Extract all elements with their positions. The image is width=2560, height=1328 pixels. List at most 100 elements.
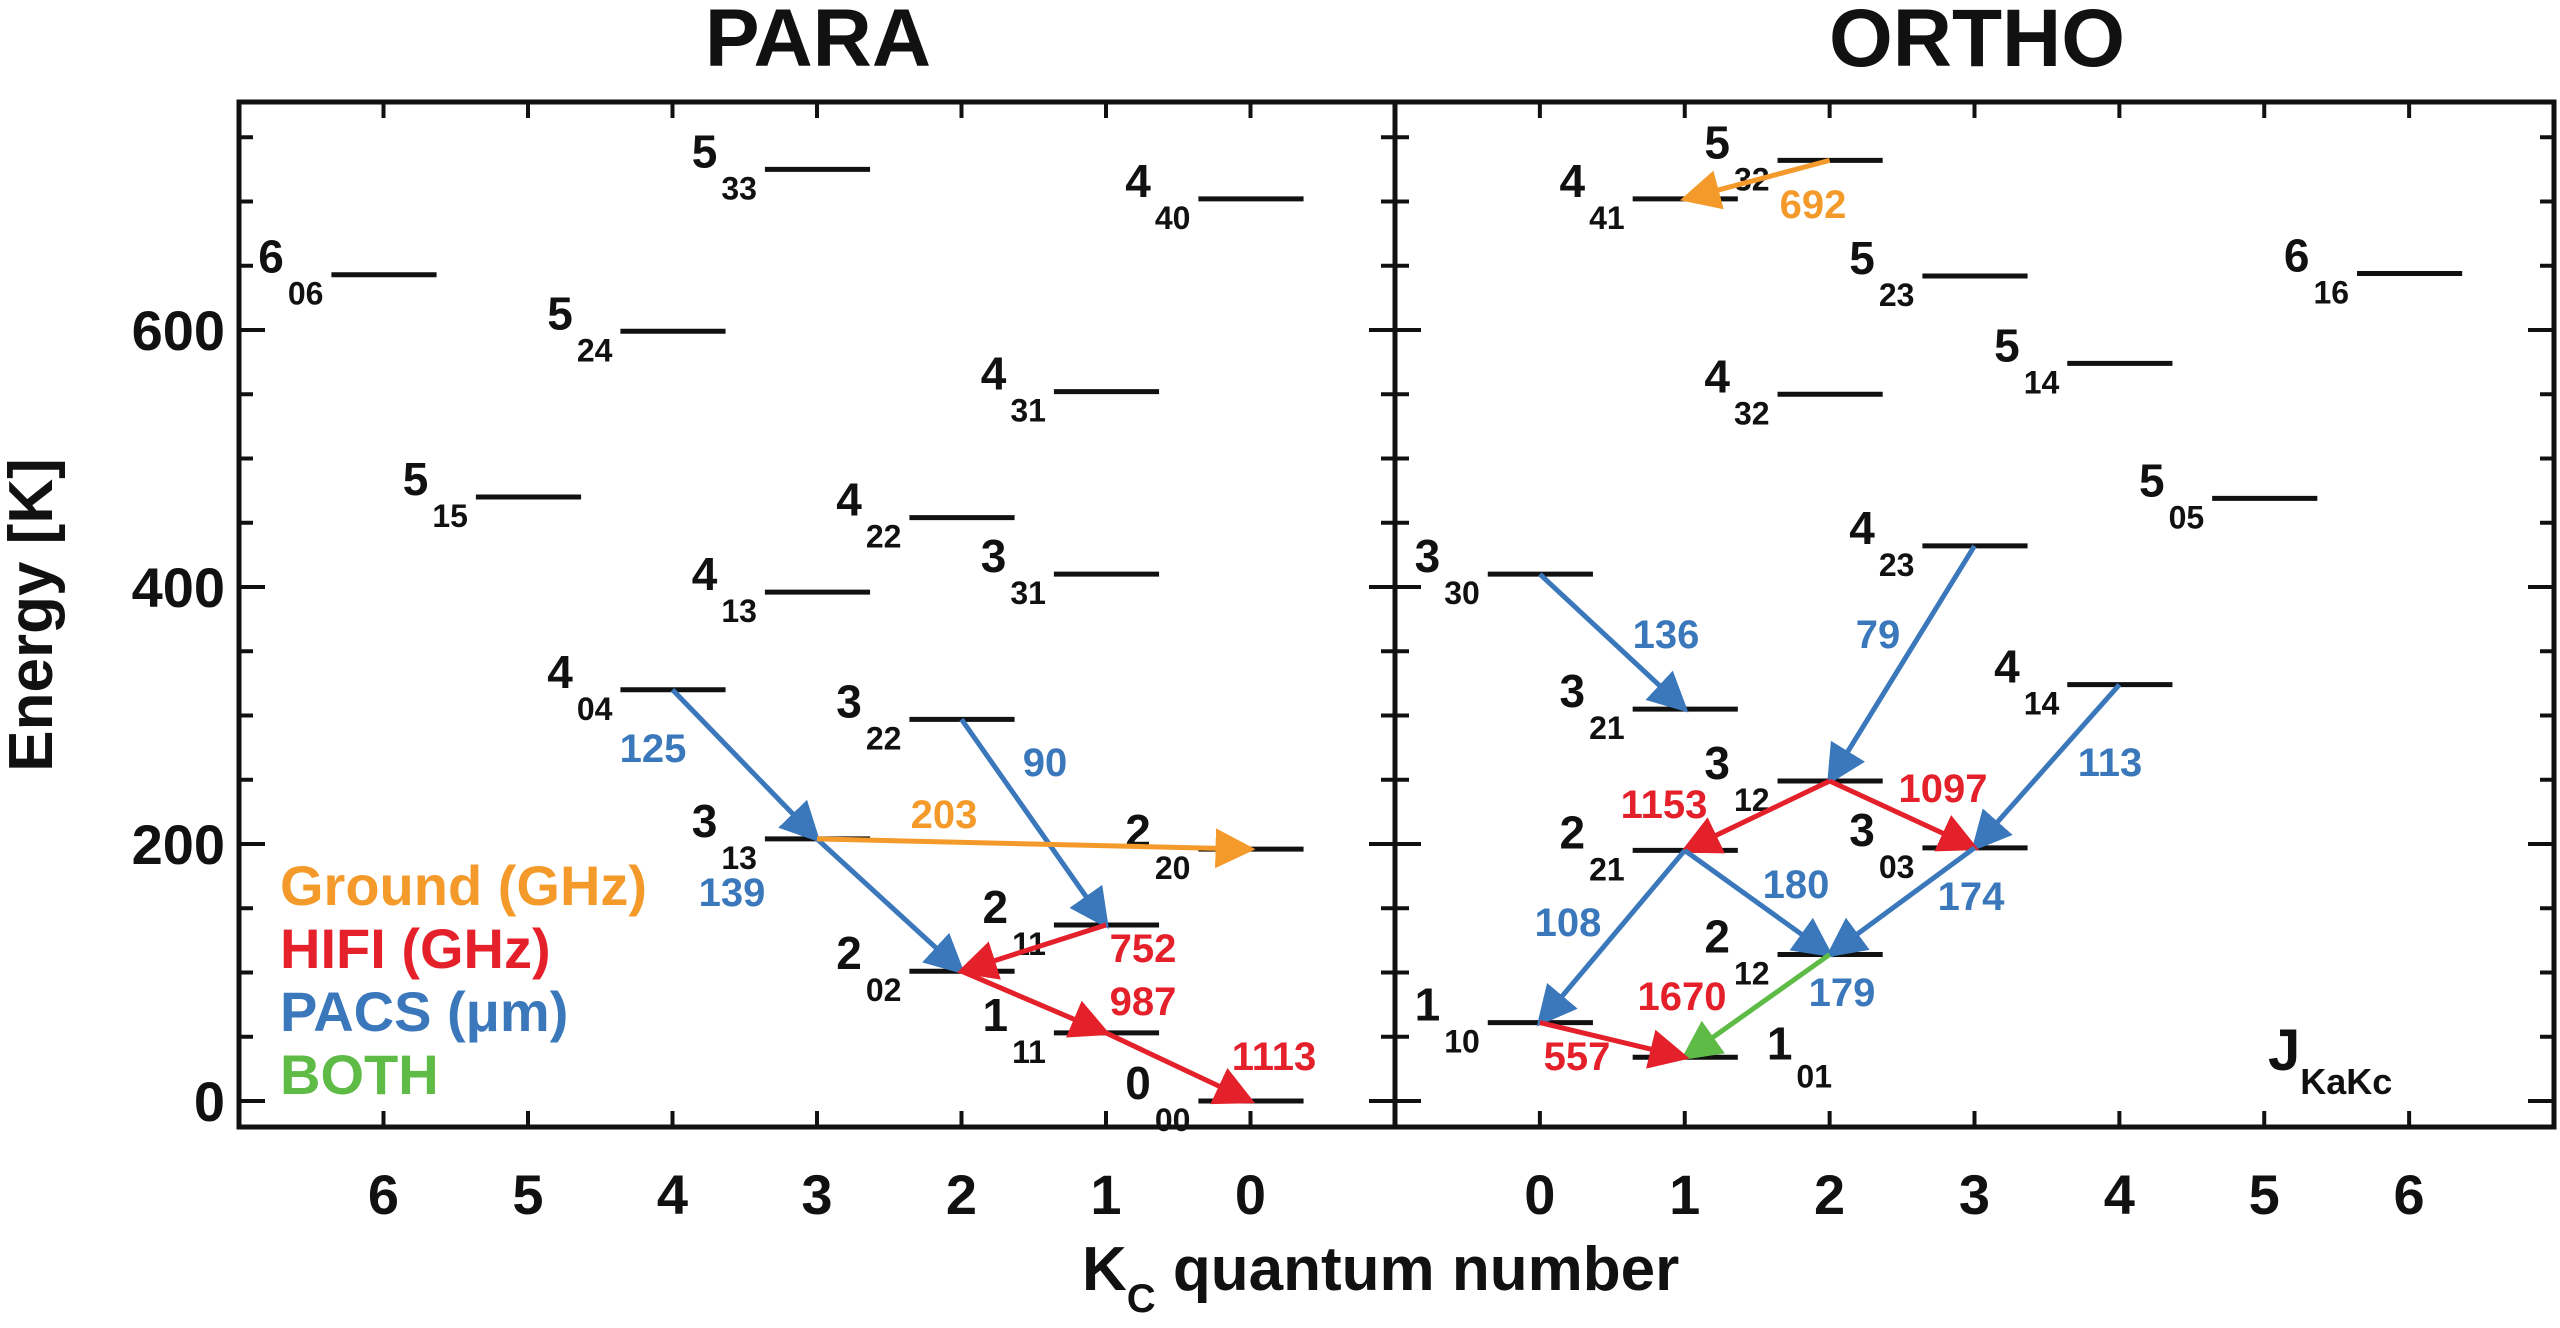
x-tick-label: 1 <box>1669 1163 1700 1226</box>
transition-arrow <box>956 922 1107 980</box>
energy-level: 523 <box>1849 232 2028 313</box>
transition-label: 79 <box>1856 613 1901 657</box>
transition-label: 179 <box>1809 971 1876 1015</box>
x-tick-label: 3 <box>801 1163 832 1226</box>
transition-arrow <box>1538 572 1689 713</box>
energy-level: 524 <box>547 287 726 368</box>
level-label: 321 <box>1559 665 1624 746</box>
level-label: 221 <box>1559 806 1624 887</box>
level-label-sub: 13 <box>721 593 757 629</box>
level-label-j: 4 <box>836 474 862 526</box>
energy-level: 606 <box>258 231 437 312</box>
energy-level: 533 <box>692 125 871 206</box>
level-label-j: 1 <box>982 989 1008 1041</box>
x-tick-label: 4 <box>657 1163 688 1226</box>
level-label-sub: 11 <box>1012 1034 1046 1070</box>
transition-label: 1097 <box>1899 767 1988 811</box>
energy-level: 404 <box>547 646 726 727</box>
level-label-sub: 01 <box>1796 1058 1832 1094</box>
transition-label: 203 <box>911 793 978 837</box>
level-label: 616 <box>2284 229 2349 310</box>
level-label-j: 4 <box>981 348 1007 400</box>
level-label-sub: 06 <box>288 276 324 312</box>
transition-arrow <box>670 688 821 843</box>
level-label-j: 3 <box>1415 530 1441 582</box>
transition-arrow <box>1827 544 1977 786</box>
level-label-j: 3 <box>981 530 1007 582</box>
level-label-j: 5 <box>1994 319 2020 371</box>
level-label: 524 <box>547 287 612 368</box>
level-label-j: 5 <box>1849 232 1875 284</box>
energy-level: 110 <box>1415 979 1593 1060</box>
level-label-j: 5 <box>2139 454 2165 506</box>
x-tick-label: 0 <box>1524 1163 1555 1226</box>
transition-label: 136 <box>1633 613 1700 657</box>
level-label-j: 2 <box>982 881 1008 933</box>
level-label: 440 <box>1125 155 1190 236</box>
energy-level: 616 <box>2284 229 2463 310</box>
transition-arrow <box>1679 157 1831 210</box>
level-label-sub: 41 <box>1589 200 1625 236</box>
level-label: 423 <box>1849 502 1914 583</box>
energy-level: 422 <box>836 474 1015 555</box>
notation-label: JKaKc <box>2268 1018 2392 1102</box>
level-label-j: 6 <box>258 231 284 283</box>
level-label-sub: 05 <box>2169 499 2205 535</box>
transition-arrow <box>959 717 1109 930</box>
level-label: 523 <box>1849 232 1914 313</box>
level-label: 312 <box>1704 737 1769 818</box>
para-title: PARA <box>705 0 931 84</box>
energy-level: 432 <box>1704 350 1883 431</box>
notation-main: J <box>2268 1018 2300 1083</box>
level-label-sub: 21 <box>1589 710 1625 746</box>
x-tick-label: 6 <box>2394 1163 2425 1226</box>
ortho-title: ORTHO <box>1829 0 2125 84</box>
level-label-j: 3 <box>1704 737 1730 789</box>
level-label: 303 <box>1849 804 1914 885</box>
level-label-sub: 21 <box>1589 851 1625 887</box>
level-label-sub: 02 <box>866 972 902 1008</box>
y-axis-title: Energy [K] <box>0 458 66 771</box>
level-label-sub: 22 <box>866 720 902 756</box>
energy-level: 331 <box>981 530 1160 611</box>
level-label: 515 <box>403 453 468 534</box>
transition-arrow <box>1971 683 2122 852</box>
legend-item-hifi: HIFI (GHz) <box>280 917 551 980</box>
level-label-sub: 22 <box>866 519 902 555</box>
level-label: 211 <box>982 881 1045 962</box>
level-label-sub: 20 <box>1155 850 1191 886</box>
transition-label: 108 <box>1535 901 1602 945</box>
x-axis-title-sub: C <box>1127 1277 1156 1321</box>
transition-label: 1113 <box>1232 1035 1317 1079</box>
transition-label: 752 <box>1110 927 1177 971</box>
x-tick-label: 4 <box>2104 1163 2135 1226</box>
level-label-j: 2 <box>1125 805 1151 857</box>
level-label-sub: 40 <box>1155 200 1191 236</box>
level-label-j: 2 <box>1704 911 1730 963</box>
level-label-j: 4 <box>547 646 573 698</box>
y-tick-label: 600 <box>132 299 225 362</box>
energy-level: 514 <box>1994 319 2173 400</box>
level-label-j: 5 <box>547 287 573 339</box>
transition-label: 987 <box>1110 980 1177 1024</box>
level-label: 202 <box>836 927 901 1008</box>
level-label-sub: 32 <box>1734 395 1770 431</box>
level-label-j: 4 <box>1125 155 1151 207</box>
level-label-j: 2 <box>836 927 862 979</box>
level-label-j: 1 <box>1415 979 1441 1031</box>
level-label-j: 4 <box>1994 641 2020 693</box>
transition-label: 90 <box>1023 741 1068 785</box>
level-label-sub: 13 <box>721 840 757 876</box>
level-label: 101 <box>1767 1017 1832 1094</box>
ortho-panel: 0 1 2 3 4 5 6101110212221303312321330414423432… <box>1392 99 2557 1226</box>
x-axis-title-main: K <box>1082 1235 1127 1304</box>
transition-label: 174 <box>1938 875 2005 919</box>
legend-item-both: BOTH <box>280 1043 439 1106</box>
level-label-sub: 16 <box>2313 274 2349 310</box>
x-axis-title: KC quantum number <box>1082 1235 1679 1321</box>
level-label-j: 3 <box>692 795 718 847</box>
level-label: 313 <box>692 795 757 876</box>
x-axis-title-rest: quantum number <box>1156 1235 1680 1304</box>
